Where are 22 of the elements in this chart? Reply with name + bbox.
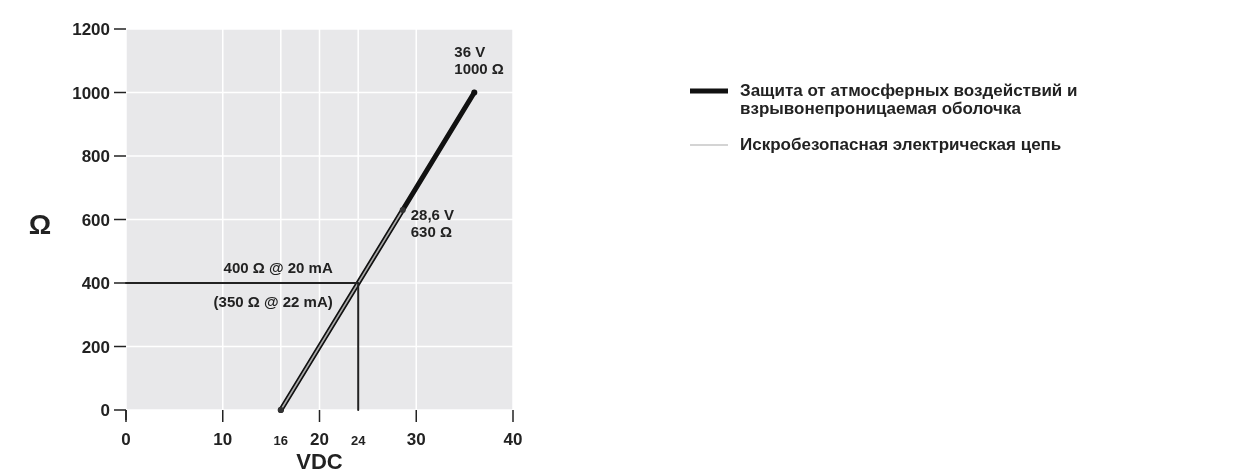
annotation: 400 Ω @ 20 mA bbox=[223, 259, 333, 276]
y-tick-label: 800 bbox=[81, 147, 110, 166]
x-tick-label: 0 bbox=[121, 430, 131, 449]
y-tick-label: 1000 bbox=[72, 83, 110, 103]
y-axis-title: Ω bbox=[28, 209, 52, 240]
legend-label: Защита от атмосферных воздействий и взрывонепроницаемая оболочка bbox=[740, 81, 1078, 118]
annotation: 36 V 1000 Ω bbox=[454, 42, 504, 77]
x-tick-label: 40 bbox=[503, 430, 523, 449]
y-tick-label: 600 bbox=[81, 210, 110, 230]
x-tick-label: 16 bbox=[273, 433, 289, 448]
x-tick-label: 30 bbox=[406, 430, 426, 449]
x-axis-title: VDC bbox=[296, 449, 343, 474]
y-tick-label: 200 bbox=[81, 337, 110, 357]
legend-label: Искробезопасная электрическая цепь bbox=[740, 135, 1062, 154]
annotation: 28,6 V 630 Ω bbox=[410, 205, 455, 240]
y-tick-label: 1200 bbox=[72, 20, 110, 39]
x-tick-label: 10 bbox=[213, 430, 233, 449]
y-tick-label: 400 bbox=[81, 274, 110, 293]
y-tick-label: 0 bbox=[100, 401, 110, 420]
x-tick-label: 24 bbox=[350, 433, 367, 448]
annotation: (350 Ω @ 22 mA) bbox=[213, 293, 333, 310]
x-tick-label: 20 bbox=[310, 430, 329, 449]
